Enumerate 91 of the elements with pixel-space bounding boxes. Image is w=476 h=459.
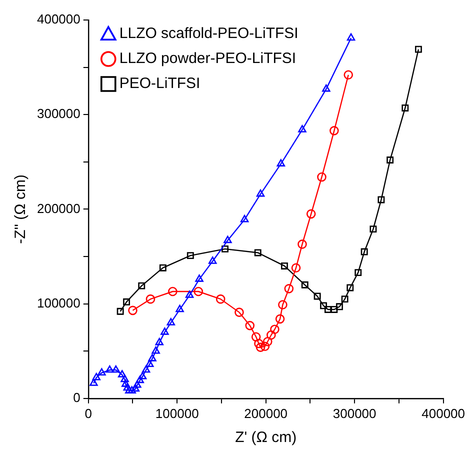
point <box>138 282 146 290</box>
point <box>98 368 106 376</box>
point <box>222 245 229 252</box>
point <box>122 380 130 387</box>
y-tick-label: 300000 <box>36 106 80 122</box>
point <box>148 354 156 362</box>
y-tick-label: 200000 <box>36 200 80 216</box>
point <box>278 300 288 310</box>
point <box>270 324 280 334</box>
point <box>106 365 114 373</box>
point <box>298 125 306 132</box>
point <box>155 338 164 346</box>
point <box>146 294 156 304</box>
point <box>281 262 288 270</box>
point <box>370 226 377 233</box>
point <box>266 330 276 340</box>
y-tick-label: 0 <box>73 390 80 405</box>
point <box>120 374 129 382</box>
point <box>402 104 409 112</box>
point <box>256 189 265 197</box>
point <box>324 306 332 313</box>
y-tick-label: 100000 <box>36 295 80 310</box>
point <box>208 256 217 264</box>
point <box>386 156 394 164</box>
x-tick-label: 0 <box>84 406 92 421</box>
point <box>131 384 140 392</box>
x-axis-title: Z' (Ω cm) <box>235 429 297 446</box>
point <box>186 252 194 260</box>
point <box>185 290 194 298</box>
point <box>194 286 204 296</box>
point <box>168 286 178 296</box>
point <box>133 380 142 388</box>
point <box>224 236 232 244</box>
point <box>240 214 249 222</box>
point <box>152 346 160 354</box>
point <box>291 263 301 272</box>
x-tick-label: 100000 <box>155 406 199 421</box>
point <box>330 126 339 136</box>
point <box>346 33 356 41</box>
point <box>306 209 316 219</box>
legend-label: LLZO scaffold-PEO-LiTFSI <box>119 25 298 42</box>
point <box>90 378 98 386</box>
point <box>360 248 368 256</box>
point <box>336 303 343 310</box>
point <box>262 336 272 346</box>
point <box>138 372 147 380</box>
x-tick-label: 200000 <box>244 406 288 421</box>
point <box>414 46 422 53</box>
point <box>317 172 326 182</box>
point <box>136 376 144 384</box>
point <box>195 274 204 282</box>
point <box>256 342 266 352</box>
point <box>276 159 286 166</box>
point <box>176 304 184 312</box>
legend-label: PEO-LiTFSI <box>119 75 200 92</box>
point <box>320 302 327 310</box>
point <box>344 70 354 80</box>
point <box>378 196 385 204</box>
point <box>330 306 338 313</box>
point <box>234 308 244 317</box>
point <box>112 365 120 373</box>
point <box>284 284 294 294</box>
point <box>118 370 126 378</box>
y-tick-label: 400000 <box>36 12 80 27</box>
point <box>128 306 138 316</box>
point <box>260 342 270 352</box>
point <box>341 296 348 303</box>
point <box>354 269 362 276</box>
legend-label: LLZO powder-PEO-LiTFSI <box>119 50 296 68</box>
point <box>166 318 176 326</box>
y-axis-title: -Z'' (Ω cm) <box>12 174 30 244</box>
point <box>275 314 285 324</box>
point <box>254 338 264 348</box>
point <box>346 284 354 292</box>
point <box>301 281 308 288</box>
point <box>142 365 150 373</box>
point <box>298 240 307 249</box>
point <box>322 84 330 92</box>
point <box>245 320 255 330</box>
point <box>159 264 166 272</box>
point <box>123 298 130 306</box>
point <box>254 249 262 256</box>
x-tick-label: 300000 <box>332 406 376 421</box>
point <box>92 372 100 380</box>
point <box>116 308 124 315</box>
point <box>160 328 169 335</box>
point <box>314 292 321 300</box>
point <box>251 332 261 342</box>
point <box>216 294 226 304</box>
x-tick-label: 400000 <box>422 406 466 421</box>
point <box>145 360 154 367</box>
